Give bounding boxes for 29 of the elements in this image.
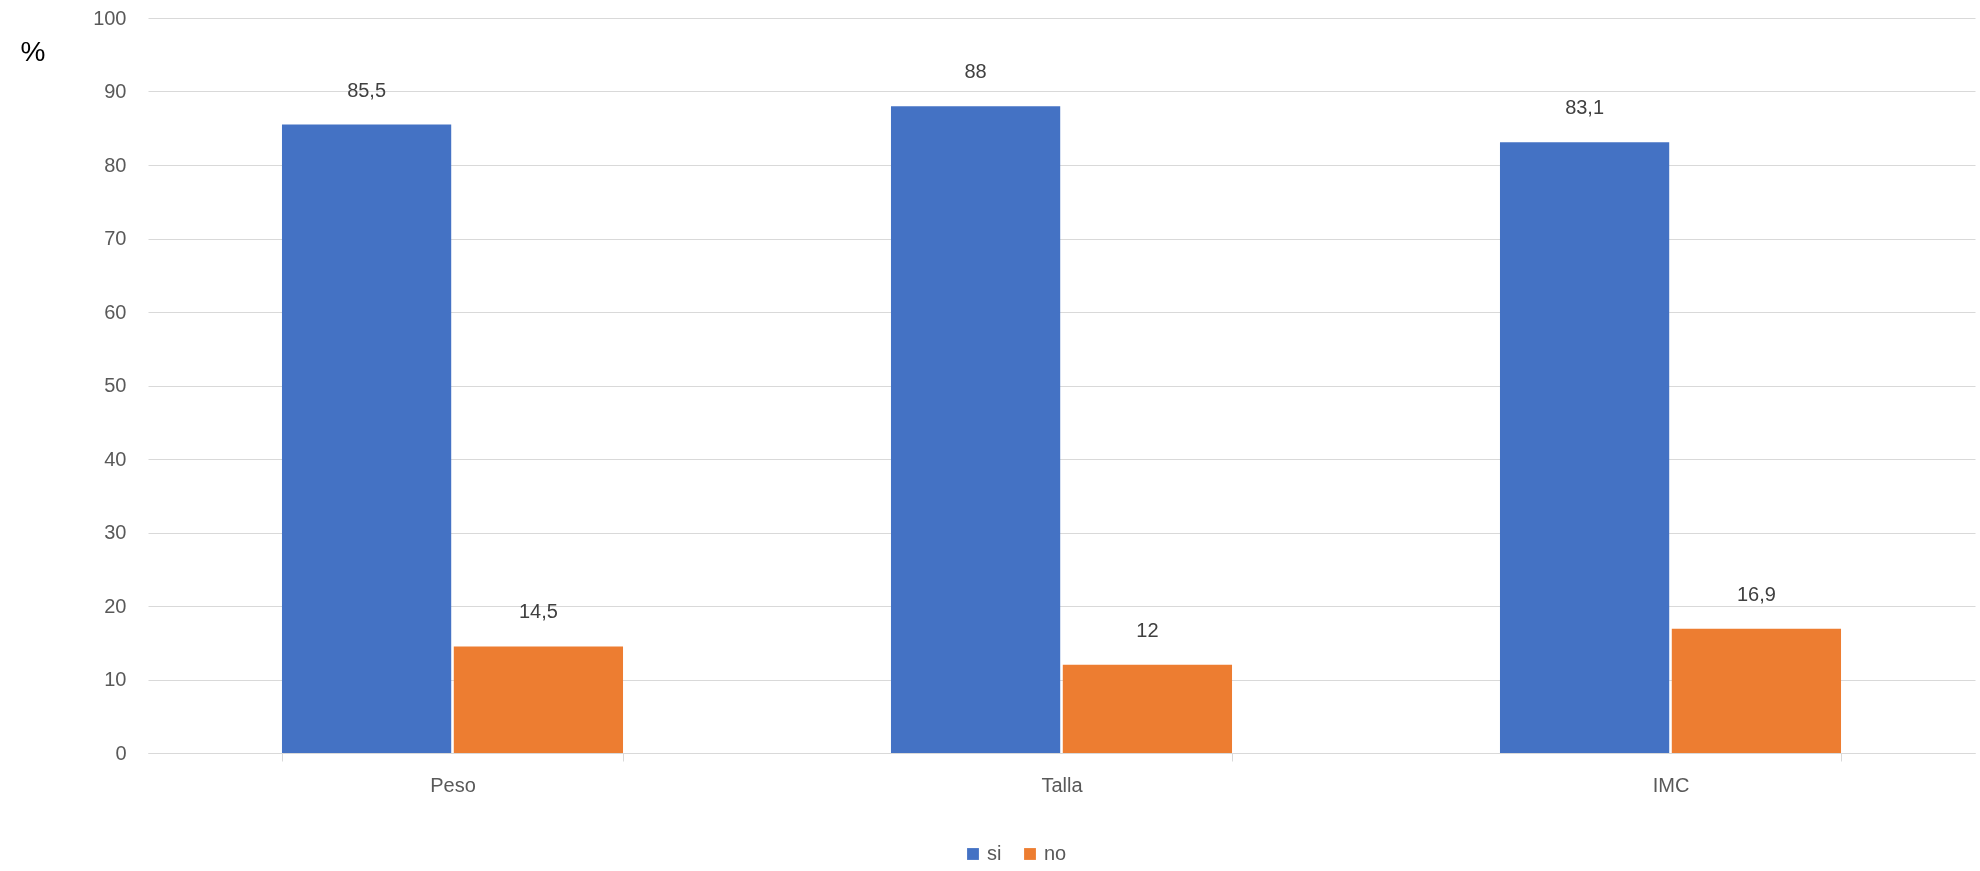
bar	[1499, 142, 1670, 753]
bar	[1062, 664, 1233, 753]
x-tick-label: Peso	[430, 773, 476, 796]
y-tick-label: 100	[93, 6, 127, 29]
x-tick-label: Talla	[1041, 773, 1084, 796]
y-tick-label: 10	[104, 668, 127, 690]
y-tick-label: 60	[104, 300, 127, 323]
y-tick-label: 40	[104, 447, 127, 470]
y-tick-label: 80	[104, 153, 127, 176]
data-label: 12	[1136, 618, 1159, 641]
data-label: 14,5	[518, 600, 558, 623]
y-axis-title: %	[20, 35, 46, 67]
bar	[281, 124, 452, 753]
y-tick-label: 20	[104, 594, 127, 617]
y-tick-label: 0	[115, 741, 127, 764]
data-label: 83,1	[1565, 96, 1605, 119]
y-tick-label: 90	[104, 80, 127, 102]
bar	[890, 106, 1061, 753]
data-label: 16,9	[1736, 582, 1776, 605]
x-tick-label: IMC	[1652, 773, 1690, 796]
y-tick-label: 30	[104, 521, 127, 543]
y-tick-label: 70	[104, 227, 127, 249]
data-label: 88	[964, 60, 987, 83]
bar	[453, 646, 624, 753]
legend-label: si	[987, 842, 1002, 864]
y-tick-label: 50	[104, 374, 127, 396]
data-label: 85,5	[347, 78, 387, 101]
bar	[1671, 628, 1842, 753]
legend-label: no	[1044, 842, 1067, 864]
